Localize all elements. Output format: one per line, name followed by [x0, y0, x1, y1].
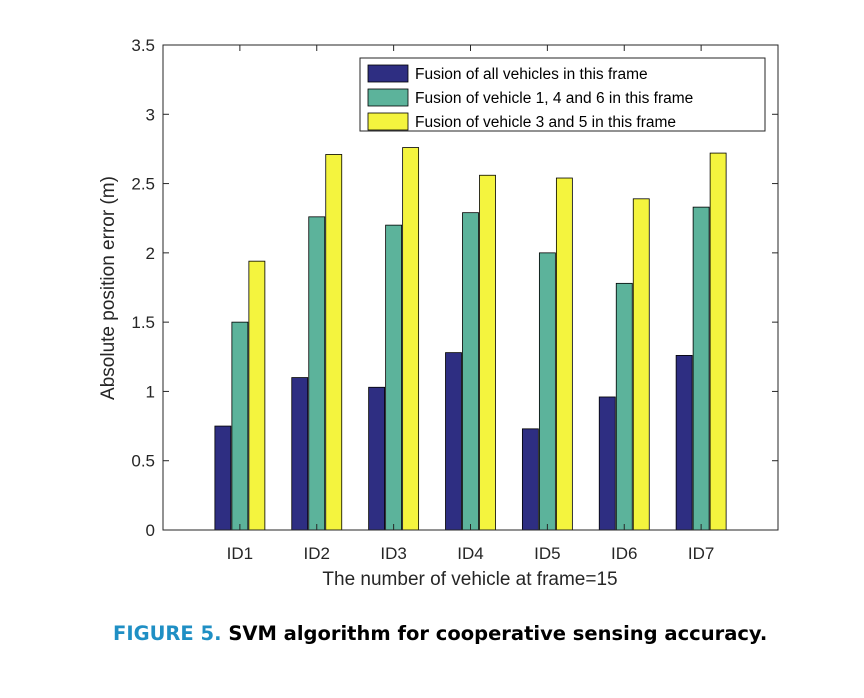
legend-label-3: Fusion of vehicle 3 and 5 in this frame — [415, 114, 676, 131]
bar-id5-series-2 — [538, 252, 556, 531]
bar-id6-series-1 — [598, 396, 616, 531]
legend-swatch-2 — [367, 88, 409, 107]
legend: Fusion of all vehicles in this frame Fusi… — [359, 57, 766, 132]
y-tick-label: 2 — [146, 244, 155, 263]
bar-id1-series-2 — [231, 321, 249, 531]
bar-id3-series-1 — [368, 386, 386, 531]
figure-caption: FIGURE 5. SVM algorithm for cooperative … — [113, 622, 767, 645]
bar-id4-series-3 — [479, 174, 496, 531]
x-tick-label-id6: ID6 — [611, 544, 637, 563]
legend-swatch-3 — [367, 112, 409, 131]
x-tick-label-id5: ID5 — [534, 544, 560, 563]
y-tick-label: 1.5 — [131, 313, 155, 332]
bar-id2-series-3 — [325, 154, 343, 531]
bar-id6-series-3 — [632, 198, 650, 531]
y-tick-label: 0.5 — [131, 452, 155, 471]
x-tick-label-id2: ID2 — [304, 544, 330, 563]
y-ticks: 0 0.5 1 1.5 2 2.5 3 3.5 — [131, 36, 778, 540]
legend-label-1: Fusion of all vehicles in this frame — [415, 66, 648, 83]
figure-caption-text: SVM algorithm for cooperative sensing ac… — [228, 622, 768, 645]
x-tick-label-id1: ID1 — [227, 544, 253, 563]
x-tick-label-id7: ID7 — [688, 544, 714, 563]
bar-id2-series-2 — [308, 216, 326, 531]
y-tick-label: 1 — [146, 382, 155, 401]
bar-id1-series-3 — [248, 260, 266, 531]
y-axis-title: Absolute position error (m) — [98, 176, 119, 400]
x-axis-title: The number of vehicle at frame=15 — [322, 569, 617, 590]
y-tick-label: 0 — [146, 521, 155, 540]
legend-box — [359, 57, 766, 132]
legend-label-2: Fusion of vehicle 1, 4 and 6 in this fra… — [415, 90, 693, 107]
bar-id3-series-3 — [402, 147, 420, 531]
bars-group — [214, 147, 727, 531]
bar-id6-series-2 — [615, 282, 633, 531]
bar-id5-series-1 — [521, 428, 539, 531]
y-tick-label: 2.5 — [131, 175, 155, 194]
bar-id5-series-3 — [555, 177, 573, 531]
bar-id1-series-1 — [214, 425, 232, 531]
legend-swatch-1 — [367, 64, 409, 83]
bar-id3-series-2 — [385, 224, 403, 531]
x-tick-label-id4: ID4 — [457, 544, 483, 563]
x-tick-label-id3: ID3 — [380, 544, 406, 563]
bar-id2-series-1 — [291, 377, 309, 531]
y-tick-label: 3.5 — [131, 36, 155, 55]
bar-id4-series-1 — [445, 352, 462, 531]
figure-number: FIGURE 5. — [113, 622, 222, 645]
bar-id7-series-2 — [692, 206, 710, 531]
x-ticks: ID1 ID2 ID3 ID4 ID5 ID6 ID7 — [227, 45, 714, 563]
y-tick-label: 3 — [146, 105, 155, 124]
bar-id4-series-2 — [462, 212, 479, 531]
bar-id7-series-3 — [709, 152, 727, 531]
bar-id7-series-1 — [675, 354, 693, 531]
bar-chart: 0 0.5 1 1.5 2 2.5 3 3.5 ID1 ID2 ID3 ID4 ID5 ID6 ID7 T… — [98, 36, 779, 590]
